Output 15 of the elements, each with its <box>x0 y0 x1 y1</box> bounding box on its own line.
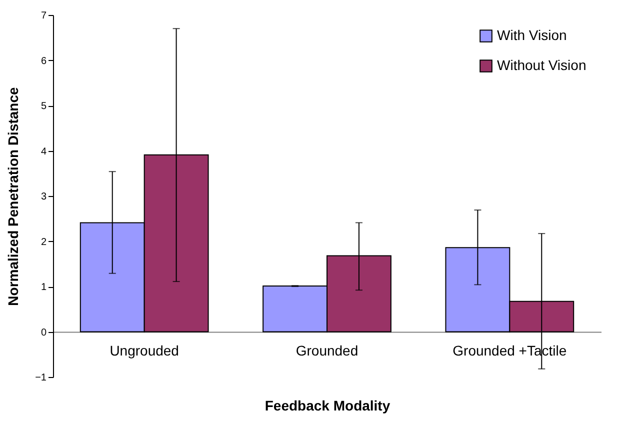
x-tick-label: Grounded <box>296 342 358 358</box>
legend-label: Without Vision <box>497 57 586 73</box>
x-axis-title: Feedback Modality <box>264 398 390 414</box>
y-tick-label: 3 <box>40 192 47 202</box>
y-tick-label: 1 <box>40 282 47 293</box>
y-tick-label: 7 <box>40 10 47 22</box>
legend-label: With Vision <box>497 27 567 43</box>
y-tick-label: 2 <box>40 236 47 248</box>
y-tick-label: 0 <box>40 327 47 338</box>
y-tick-label: 5 <box>40 101 47 112</box>
y-tick-label: −1 <box>35 372 47 384</box>
y-tick-label: 6 <box>40 56 47 67</box>
x-tick-label: Ungrouded <box>110 342 179 358</box>
y-tick-label: 4 <box>40 146 47 158</box>
y-axis-title: Normalized Penetration Distance <box>5 86 22 306</box>
